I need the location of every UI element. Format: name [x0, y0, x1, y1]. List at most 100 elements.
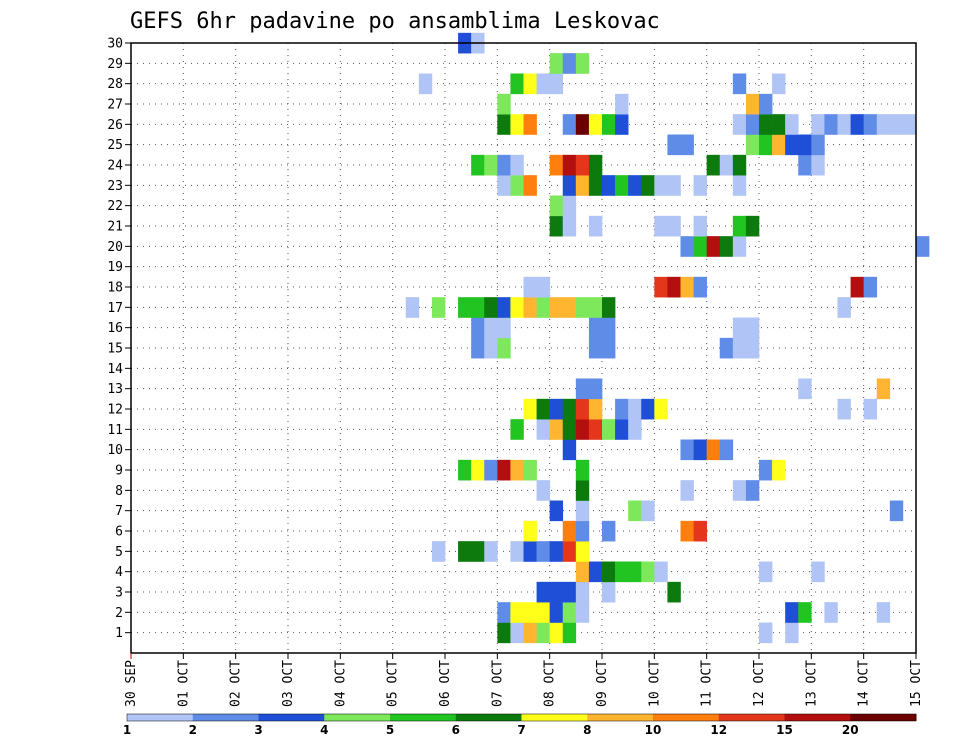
heatmap-cell	[732, 480, 747, 501]
heatmap-cell	[745, 93, 760, 115]
heatmap-cell	[575, 541, 590, 562]
heatmap-cell	[641, 561, 655, 583]
heatmap-cell	[602, 561, 616, 583]
heatmap-cell	[588, 317, 603, 339]
heatmap-cell	[562, 398, 577, 420]
heatmap-cell	[719, 236, 734, 257]
heatmap-cell	[536, 297, 550, 318]
heatmap-cell	[523, 398, 537, 420]
heatmap-cell	[536, 622, 550, 644]
heatmap-cell	[562, 581, 577, 603]
heatmap-cell	[732, 73, 747, 95]
heatmap-cell	[405, 297, 420, 318]
heatmap-cell	[497, 114, 511, 135]
y-tick-label: 1	[115, 626, 123, 641]
heatmap-cell	[772, 114, 786, 135]
heatmap-cell	[562, 195, 577, 217]
heatmap-cell	[654, 398, 668, 420]
y-tick-label: 30	[107, 37, 123, 52]
legend-label: 20	[842, 723, 859, 737]
x-axis: 30 SEP 01 OCT 02 OCT 03 OCT 04 OCT 05 OCT 06 O…	[124, 653, 924, 707]
heatmap-cell	[837, 114, 851, 135]
heatmap-cell	[588, 175, 603, 196]
heatmap-cell	[575, 154, 590, 176]
heatmap-cell	[628, 419, 642, 440]
heatmap-cell	[484, 317, 498, 339]
heatmap-cell	[575, 602, 590, 623]
heatmap-cell	[536, 541, 550, 562]
heatmap-cell	[549, 195, 564, 217]
heatmap-cell	[667, 215, 681, 237]
heatmap-cell	[615, 93, 629, 115]
heatmap-cell	[759, 561, 773, 583]
y-tick-label: 24	[107, 159, 123, 174]
x-tick-label: 05 OCT	[386, 660, 401, 707]
heatmap-cell	[523, 114, 537, 135]
heatmap-cell	[510, 297, 524, 318]
heatmap-cell	[772, 73, 786, 95]
heatmap-cell	[863, 276, 878, 298]
heatmap-cell	[575, 480, 590, 501]
heatmap-cell	[575, 378, 590, 400]
heatmap-cell	[458, 541, 472, 562]
y-tick-label: 6	[115, 525, 123, 540]
heatmap-cell	[798, 134, 812, 156]
heatmap-cell	[471, 459, 485, 481]
heatmap-cell	[785, 134, 799, 156]
heatmap-cell	[471, 297, 485, 318]
heatmap-cell	[706, 154, 721, 176]
heatmap-cell	[772, 134, 786, 156]
heatmap-cell	[654, 276, 668, 298]
heatmap-cell	[785, 602, 799, 623]
heatmap-cell	[876, 602, 891, 623]
heatmap-cell	[745, 317, 760, 339]
heatmap-cell	[680, 276, 694, 298]
heatmap-cell	[549, 154, 564, 176]
heatmap-cell	[510, 154, 524, 176]
x-tick-label: 15 OCT	[909, 660, 924, 707]
x-tick-label: 11 OCT	[700, 660, 715, 707]
heatmap-cell	[562, 215, 577, 237]
y-tick-label: 8	[115, 484, 123, 499]
heatmap-cell	[759, 622, 773, 644]
heatmap-cell	[732, 317, 747, 339]
heatmap-cell	[510, 602, 524, 623]
heatmap-cell	[785, 114, 799, 135]
heatmap-cell	[798, 602, 812, 623]
legend: 1 2 3 4 5 6 7 8 10 12 15 20	[123, 713, 917, 737]
heatmap-cell	[484, 459, 498, 481]
y-tick-label: 10	[107, 443, 123, 458]
heatmap-cell	[602, 419, 616, 440]
heatmap-cell	[615, 398, 629, 420]
heatmap-cell	[693, 439, 707, 461]
heatmap-cell	[497, 297, 511, 318]
legend-swatch	[390, 714, 457, 721]
legend-swatch	[127, 714, 194, 721]
y-tick-label: 12	[107, 403, 123, 418]
heatmap-cell	[458, 459, 472, 481]
heatmap-cell	[575, 114, 590, 135]
y-tick-label: 16	[107, 321, 123, 336]
heatmap-cell	[575, 520, 590, 542]
heatmap-cell	[562, 439, 577, 461]
heatmap-cell	[588, 378, 603, 400]
heatmap-cell	[549, 73, 564, 95]
heatmap-cell	[562, 602, 577, 623]
y-tick-label: 18	[107, 281, 123, 296]
heatmap-cell	[562, 114, 577, 135]
y-tick-label: 21	[107, 220, 123, 235]
heatmap-cell	[562, 520, 577, 542]
x-tick-label: 07 OCT	[490, 660, 505, 707]
heatmap-cell	[510, 541, 524, 562]
heatmap-cell	[824, 602, 838, 623]
heatmap-cell	[471, 337, 485, 359]
heatmap-cell	[458, 297, 472, 318]
heatmap-cell	[497, 317, 511, 339]
heatmap-cell	[588, 215, 603, 237]
heatmap-cell	[549, 541, 564, 562]
heatmap-cell	[719, 439, 734, 461]
heatmap-cell	[536, 581, 550, 603]
legend-swatch	[258, 714, 325, 721]
heatmap-cell	[575, 500, 590, 522]
x-tick-label: 06 OCT	[438, 660, 453, 707]
